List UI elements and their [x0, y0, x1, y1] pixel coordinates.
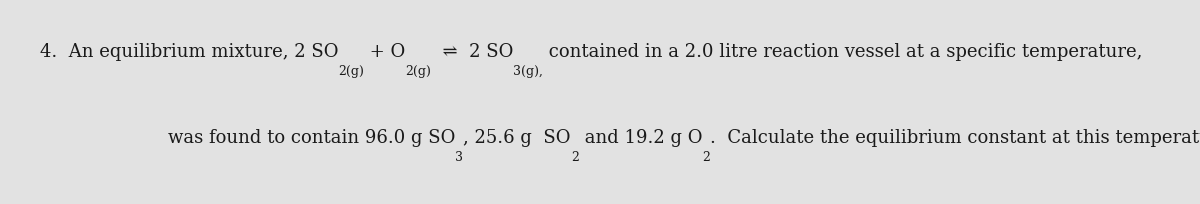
Text: 4.  An equilibrium mixture, 2 SO: 4. An equilibrium mixture, 2 SO: [40, 43, 338, 61]
Text: 2(g): 2(g): [406, 65, 431, 79]
Text: 2: 2: [702, 151, 710, 164]
Text: 3: 3: [455, 151, 463, 164]
Text: 3(g),: 3(g),: [514, 65, 544, 79]
Text: ⇌  2 SO: ⇌ 2 SO: [431, 43, 514, 61]
Text: and 19.2 g O: and 19.2 g O: [578, 129, 702, 147]
Text: was found to contain 96.0 g SO: was found to contain 96.0 g SO: [168, 129, 455, 147]
Text: , 25.6 g  SO: , 25.6 g SO: [463, 129, 571, 147]
Text: 2: 2: [571, 151, 578, 164]
Text: contained in a 2.0 litre reaction vessel at a specific temperature,: contained in a 2.0 litre reaction vessel…: [544, 43, 1142, 61]
Text: 2(g): 2(g): [338, 65, 364, 79]
Text: .  Calculate the equilibrium constant at this temperature.: . Calculate the equilibrium constant at …: [710, 129, 1200, 147]
Text: + O: + O: [364, 43, 406, 61]
